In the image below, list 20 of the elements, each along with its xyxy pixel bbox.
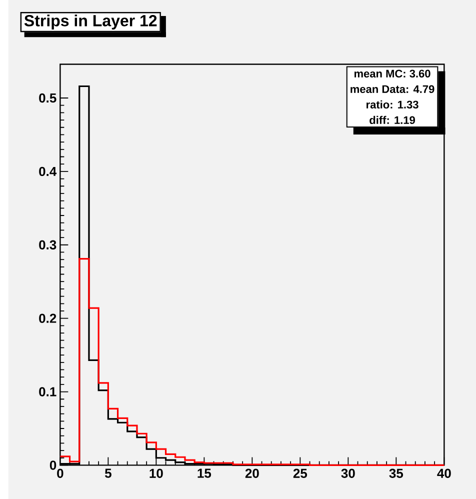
annotation: mean Data: 4.79: [350, 85, 434, 94]
x-tick-label: 10: [150, 468, 163, 478]
x-tick-label: 0: [56, 468, 64, 478]
x-tick-label: 5: [104, 468, 112, 478]
x-tick-label: 20: [245, 468, 259, 478]
y-tick-label: 0: [50, 460, 56, 470]
y-tick-label: 0.1: [38, 387, 56, 396]
annotation: mean MC: 3.60: [354, 70, 430, 78]
x-tick-label: 25: [293, 468, 307, 478]
y-tick-label: 0.4: [38, 166, 56, 176]
x-tick-label: 15: [198, 468, 211, 478]
x-tick-label: 30: [341, 468, 355, 478]
x-tick-label: 35: [389, 468, 403, 478]
annotation: diff: 1.19: [369, 116, 415, 124]
y-tick-label: 0.5: [38, 93, 56, 103]
annotation: ratio: 1.33: [366, 100, 418, 109]
y-tick-label: 0.2: [38, 314, 56, 323]
chart-title: Strips in Layer 12: [24, 14, 157, 30]
x-tick-label: 40: [436, 468, 451, 478]
y-tick-label: 0.3: [38, 240, 56, 250]
